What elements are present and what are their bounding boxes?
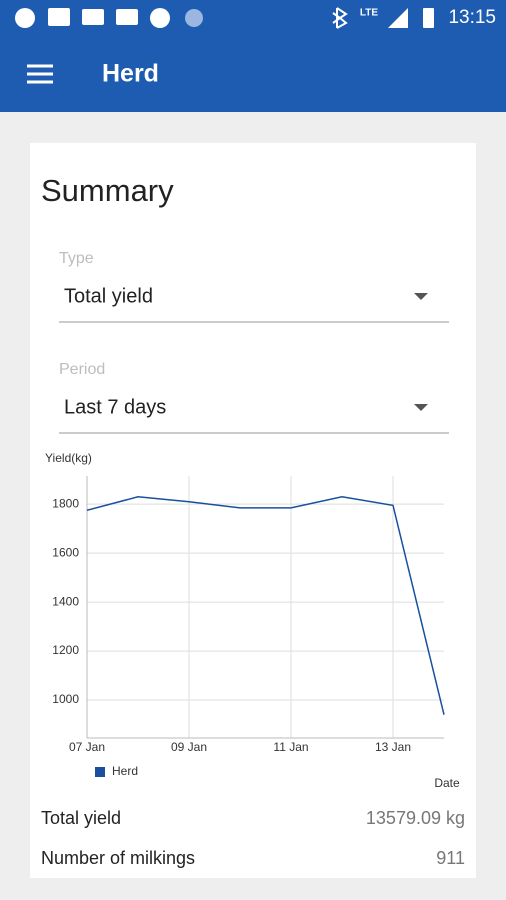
card-title: Summary (41, 173, 174, 208)
y-tick-label: 1000 (52, 692, 79, 706)
x-tick-label: 11 Jan (273, 740, 308, 754)
menu-button[interactable] (27, 64, 53, 84)
dropdown-arrow (414, 293, 428, 300)
stat-value: 13579.09 kg (366, 808, 465, 828)
notification-icon (82, 9, 104, 25)
battery-icon (423, 8, 434, 28)
dropdown-arrow (414, 404, 428, 411)
messenger-icon (15, 8, 35, 28)
signal-icon (388, 8, 408, 28)
field-value: Total yield (64, 285, 153, 307)
legend-swatch (95, 767, 105, 777)
status-icons (15, 7, 434, 29)
sync-icon (150, 8, 170, 28)
gmail-icon (48, 8, 70, 26)
bluetooth-icon (332, 7, 348, 29)
app-icon (185, 9, 203, 27)
y-tick-label: 1200 (52, 643, 79, 657)
y-axis-title: Yield(kg) (45, 451, 92, 465)
x-axis-title: Date (434, 776, 460, 790)
field-label: Period (59, 361, 105, 378)
summary-card (30, 143, 476, 878)
period-dropdown[interactable]: Period Last 7 days (59, 361, 449, 434)
x-tick-label: 13 Jan (375, 740, 411, 754)
network-type: LTE (360, 8, 378, 19)
app-title: Herd (102, 60, 159, 88)
x-tick-label: 07 Jan (69, 740, 105, 754)
x-tick-label: 09 Jan (171, 740, 207, 754)
field-label: Type (59, 250, 94, 267)
stat-value: 911 (436, 848, 465, 868)
type-dropdown[interactable]: Type Total yield (59, 250, 449, 323)
stat-label: Total yield (41, 808, 121, 828)
series-line (86, 496, 445, 715)
stat-label: Number of milkings (41, 848, 195, 868)
y-tick-label: 1800 (52, 496, 79, 510)
field-value: Last 7 days (64, 396, 166, 418)
y-tick-label: 1400 (52, 594, 79, 608)
y-tick-label: 1600 (52, 545, 79, 559)
legend-label: Herd (112, 764, 138, 778)
line-chart: 1000 1200 1400 1600 1800 07 Jan 09 Jan 11 Jan 13… (52, 476, 445, 778)
clock: 13:15 (448, 7, 496, 28)
notification-icon (116, 9, 138, 25)
